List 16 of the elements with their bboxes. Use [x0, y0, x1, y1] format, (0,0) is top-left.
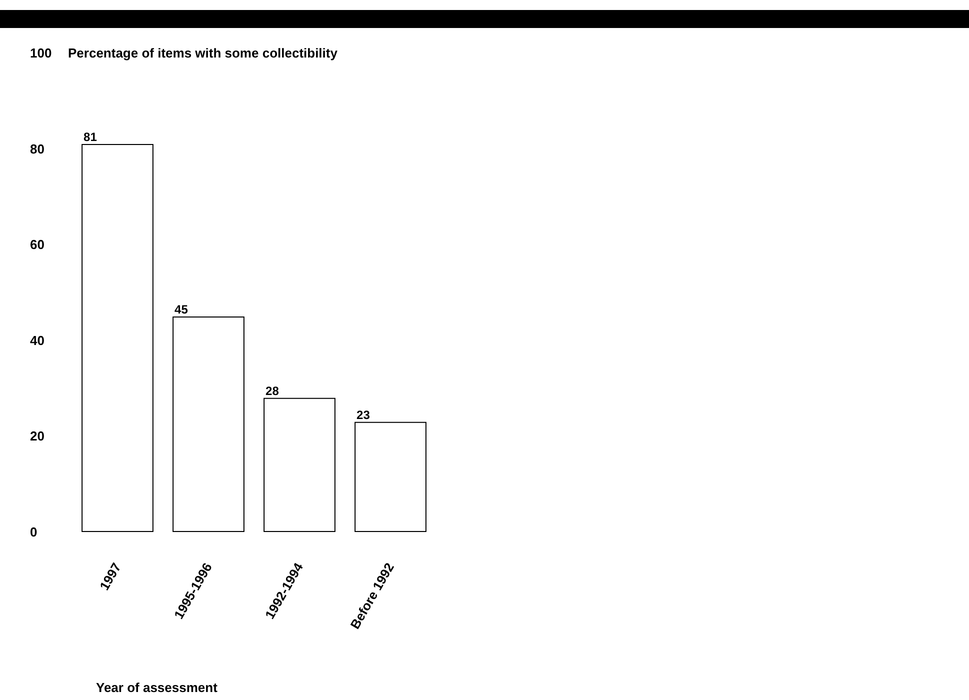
- data-label: 23: [356, 408, 370, 422]
- y-tick-label: 0: [30, 524, 38, 540]
- bar: [264, 398, 336, 532]
- x-axis-title: Year of assessment: [96, 680, 218, 695]
- y-tick-label: 60: [30, 237, 44, 252]
- y-axis-title: Percentage of items with some collectibility: [68, 46, 338, 60]
- bar: [354, 422, 426, 532]
- y-tick-label: 40: [30, 332, 44, 348]
- bar: [82, 144, 154, 532]
- y-tick-label: 20: [30, 428, 44, 444]
- data-label: 28: [266, 384, 280, 398]
- y-tick-label: 100: [30, 46, 52, 60]
- data-label: 81: [84, 130, 98, 144]
- data-label: 45: [174, 302, 188, 316]
- y-tick-label: 80: [30, 141, 44, 156]
- bar: [172, 316, 244, 532]
